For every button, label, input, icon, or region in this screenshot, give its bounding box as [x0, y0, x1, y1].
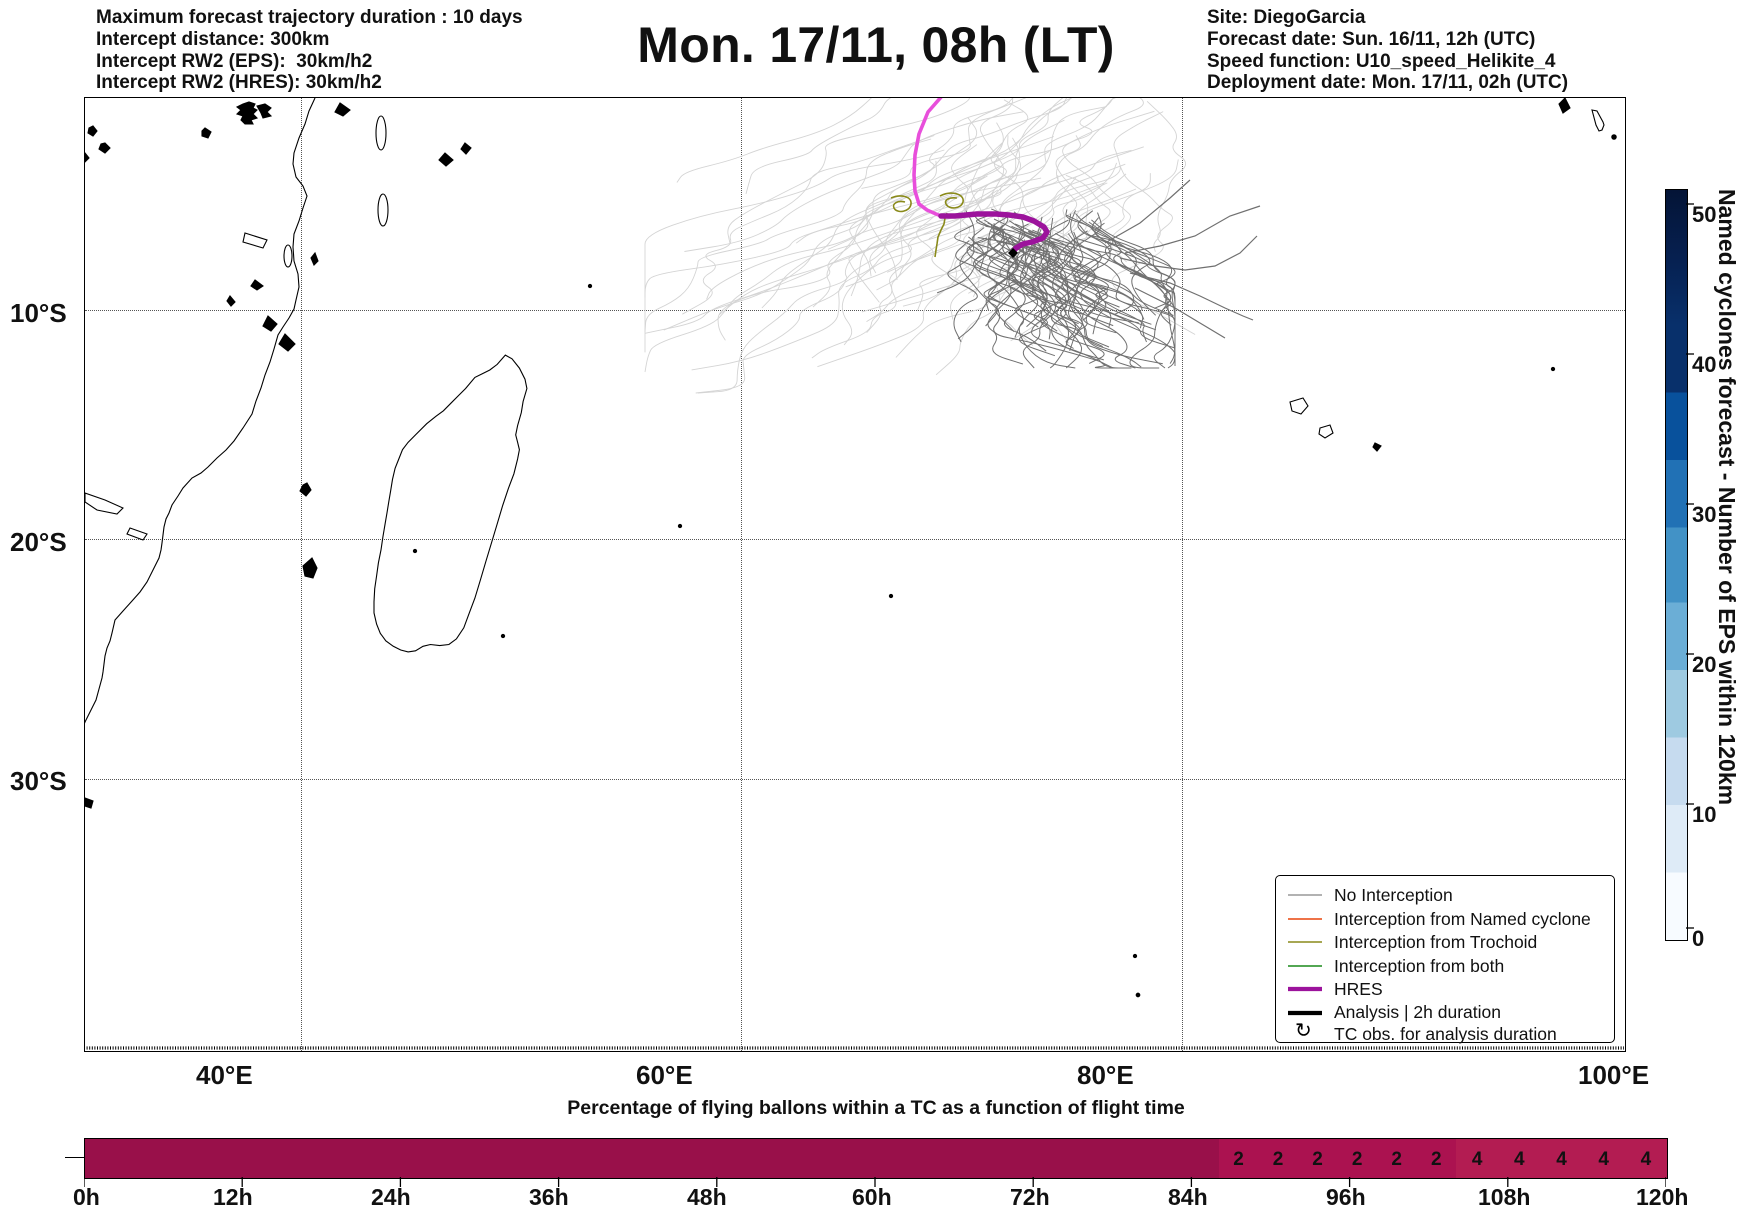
svg-text:4: 4 — [1514, 1149, 1525, 1170]
svg-text:2: 2 — [1233, 1149, 1244, 1170]
svg-text:2: 2 — [1391, 1149, 1402, 1170]
svg-text:2: 2 — [1431, 1149, 1442, 1170]
svg-text:2: 2 — [1273, 1149, 1284, 1170]
svg-text:↻: ↻ — [1295, 1020, 1312, 1042]
svg-text:4: 4 — [1598, 1149, 1609, 1170]
svg-text:4: 4 — [1641, 1149, 1652, 1170]
svg-text:4: 4 — [1472, 1149, 1483, 1170]
svg-text:2: 2 — [1312, 1149, 1323, 1170]
svg-text:2: 2 — [1352, 1149, 1363, 1170]
svg-text:4: 4 — [1556, 1149, 1567, 1170]
